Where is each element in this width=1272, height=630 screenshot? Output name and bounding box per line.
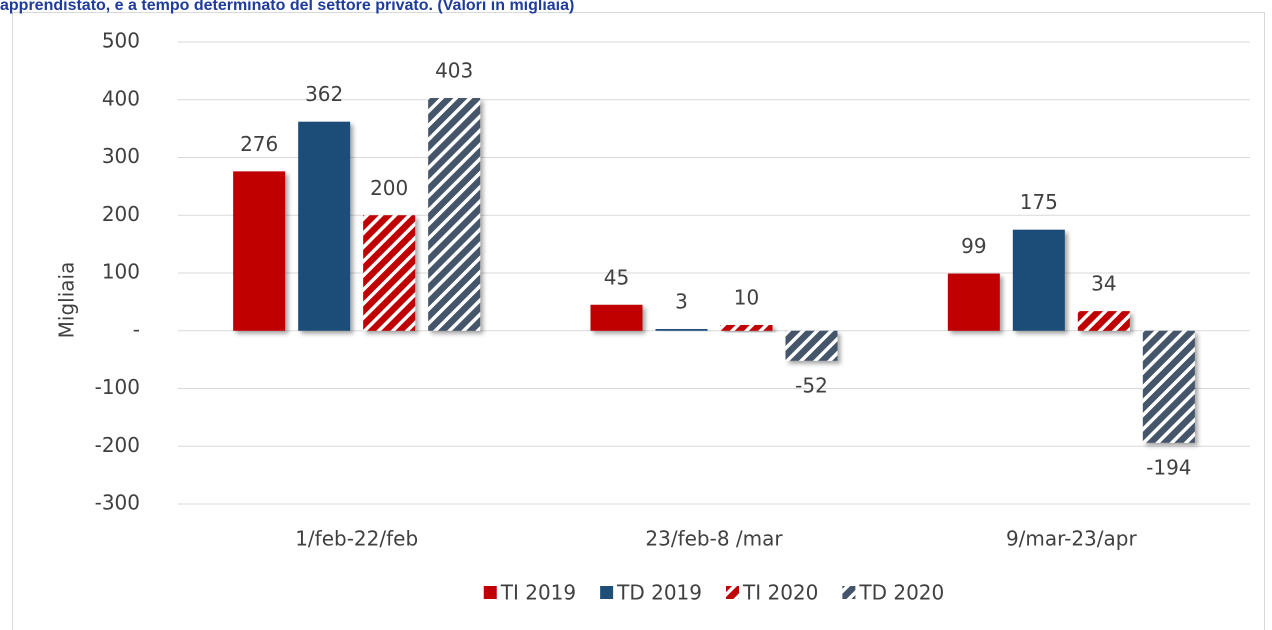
y-tick-label: 200 xyxy=(102,202,140,226)
legend-swatch xyxy=(483,586,497,599)
data-label: 362 xyxy=(305,82,343,106)
data-label: 10 xyxy=(734,285,759,309)
y-tick-label: 100 xyxy=(102,260,140,284)
bar xyxy=(947,273,1000,331)
legend-swatch xyxy=(600,586,614,599)
chart-title: apprendistato, e a tempo determinato del… xyxy=(0,0,574,14)
bar xyxy=(1012,229,1065,331)
legend-label: TD 2020 xyxy=(858,581,944,605)
legend-swatch xyxy=(726,586,739,599)
y-tick-label: 300 xyxy=(102,144,140,168)
data-label: -52 xyxy=(795,373,828,397)
bar xyxy=(1142,330,1195,443)
y-axis-label: Migliaia xyxy=(55,262,79,339)
x-tick-label: 1/feb-22/feb xyxy=(295,527,418,551)
y-tick-label: -100 xyxy=(95,375,140,399)
data-label: 99 xyxy=(961,234,986,258)
legend-label: TD 2019 xyxy=(616,581,702,605)
bar xyxy=(233,171,286,331)
data-label: 175 xyxy=(1020,190,1058,214)
data-label: 3 xyxy=(675,290,688,314)
legend-label: TI 2020 xyxy=(742,581,818,605)
bar xyxy=(655,329,708,331)
bar xyxy=(363,215,416,331)
y-tick-label: - xyxy=(133,317,140,341)
legend-swatch xyxy=(842,586,856,599)
x-tick-label: 9/mar-23/apr xyxy=(1006,527,1138,551)
y-tick-label: 400 xyxy=(102,86,140,110)
data-label: 276 xyxy=(240,132,278,156)
y-tick-label: -300 xyxy=(95,491,140,515)
bar xyxy=(720,324,773,331)
bar xyxy=(298,121,351,331)
bar xyxy=(785,330,838,361)
data-label: 45 xyxy=(604,265,629,289)
bar xyxy=(590,304,643,331)
legend: TI 2019 TD 2019 TI 2020 TD 2020 xyxy=(483,581,944,605)
data-label: 34 xyxy=(1091,272,1116,296)
x-tick-label: 23/feb-8 /mar xyxy=(645,527,783,551)
y-tick-label: 500 xyxy=(102,29,140,53)
data-label: 200 xyxy=(370,176,408,200)
bar xyxy=(1077,311,1130,331)
data-label: 403 xyxy=(435,59,473,83)
data-label: -194 xyxy=(1146,455,1191,479)
y-tick-label: -200 xyxy=(95,433,140,457)
bar xyxy=(428,98,481,331)
legend-label: TI 2019 xyxy=(500,581,576,605)
